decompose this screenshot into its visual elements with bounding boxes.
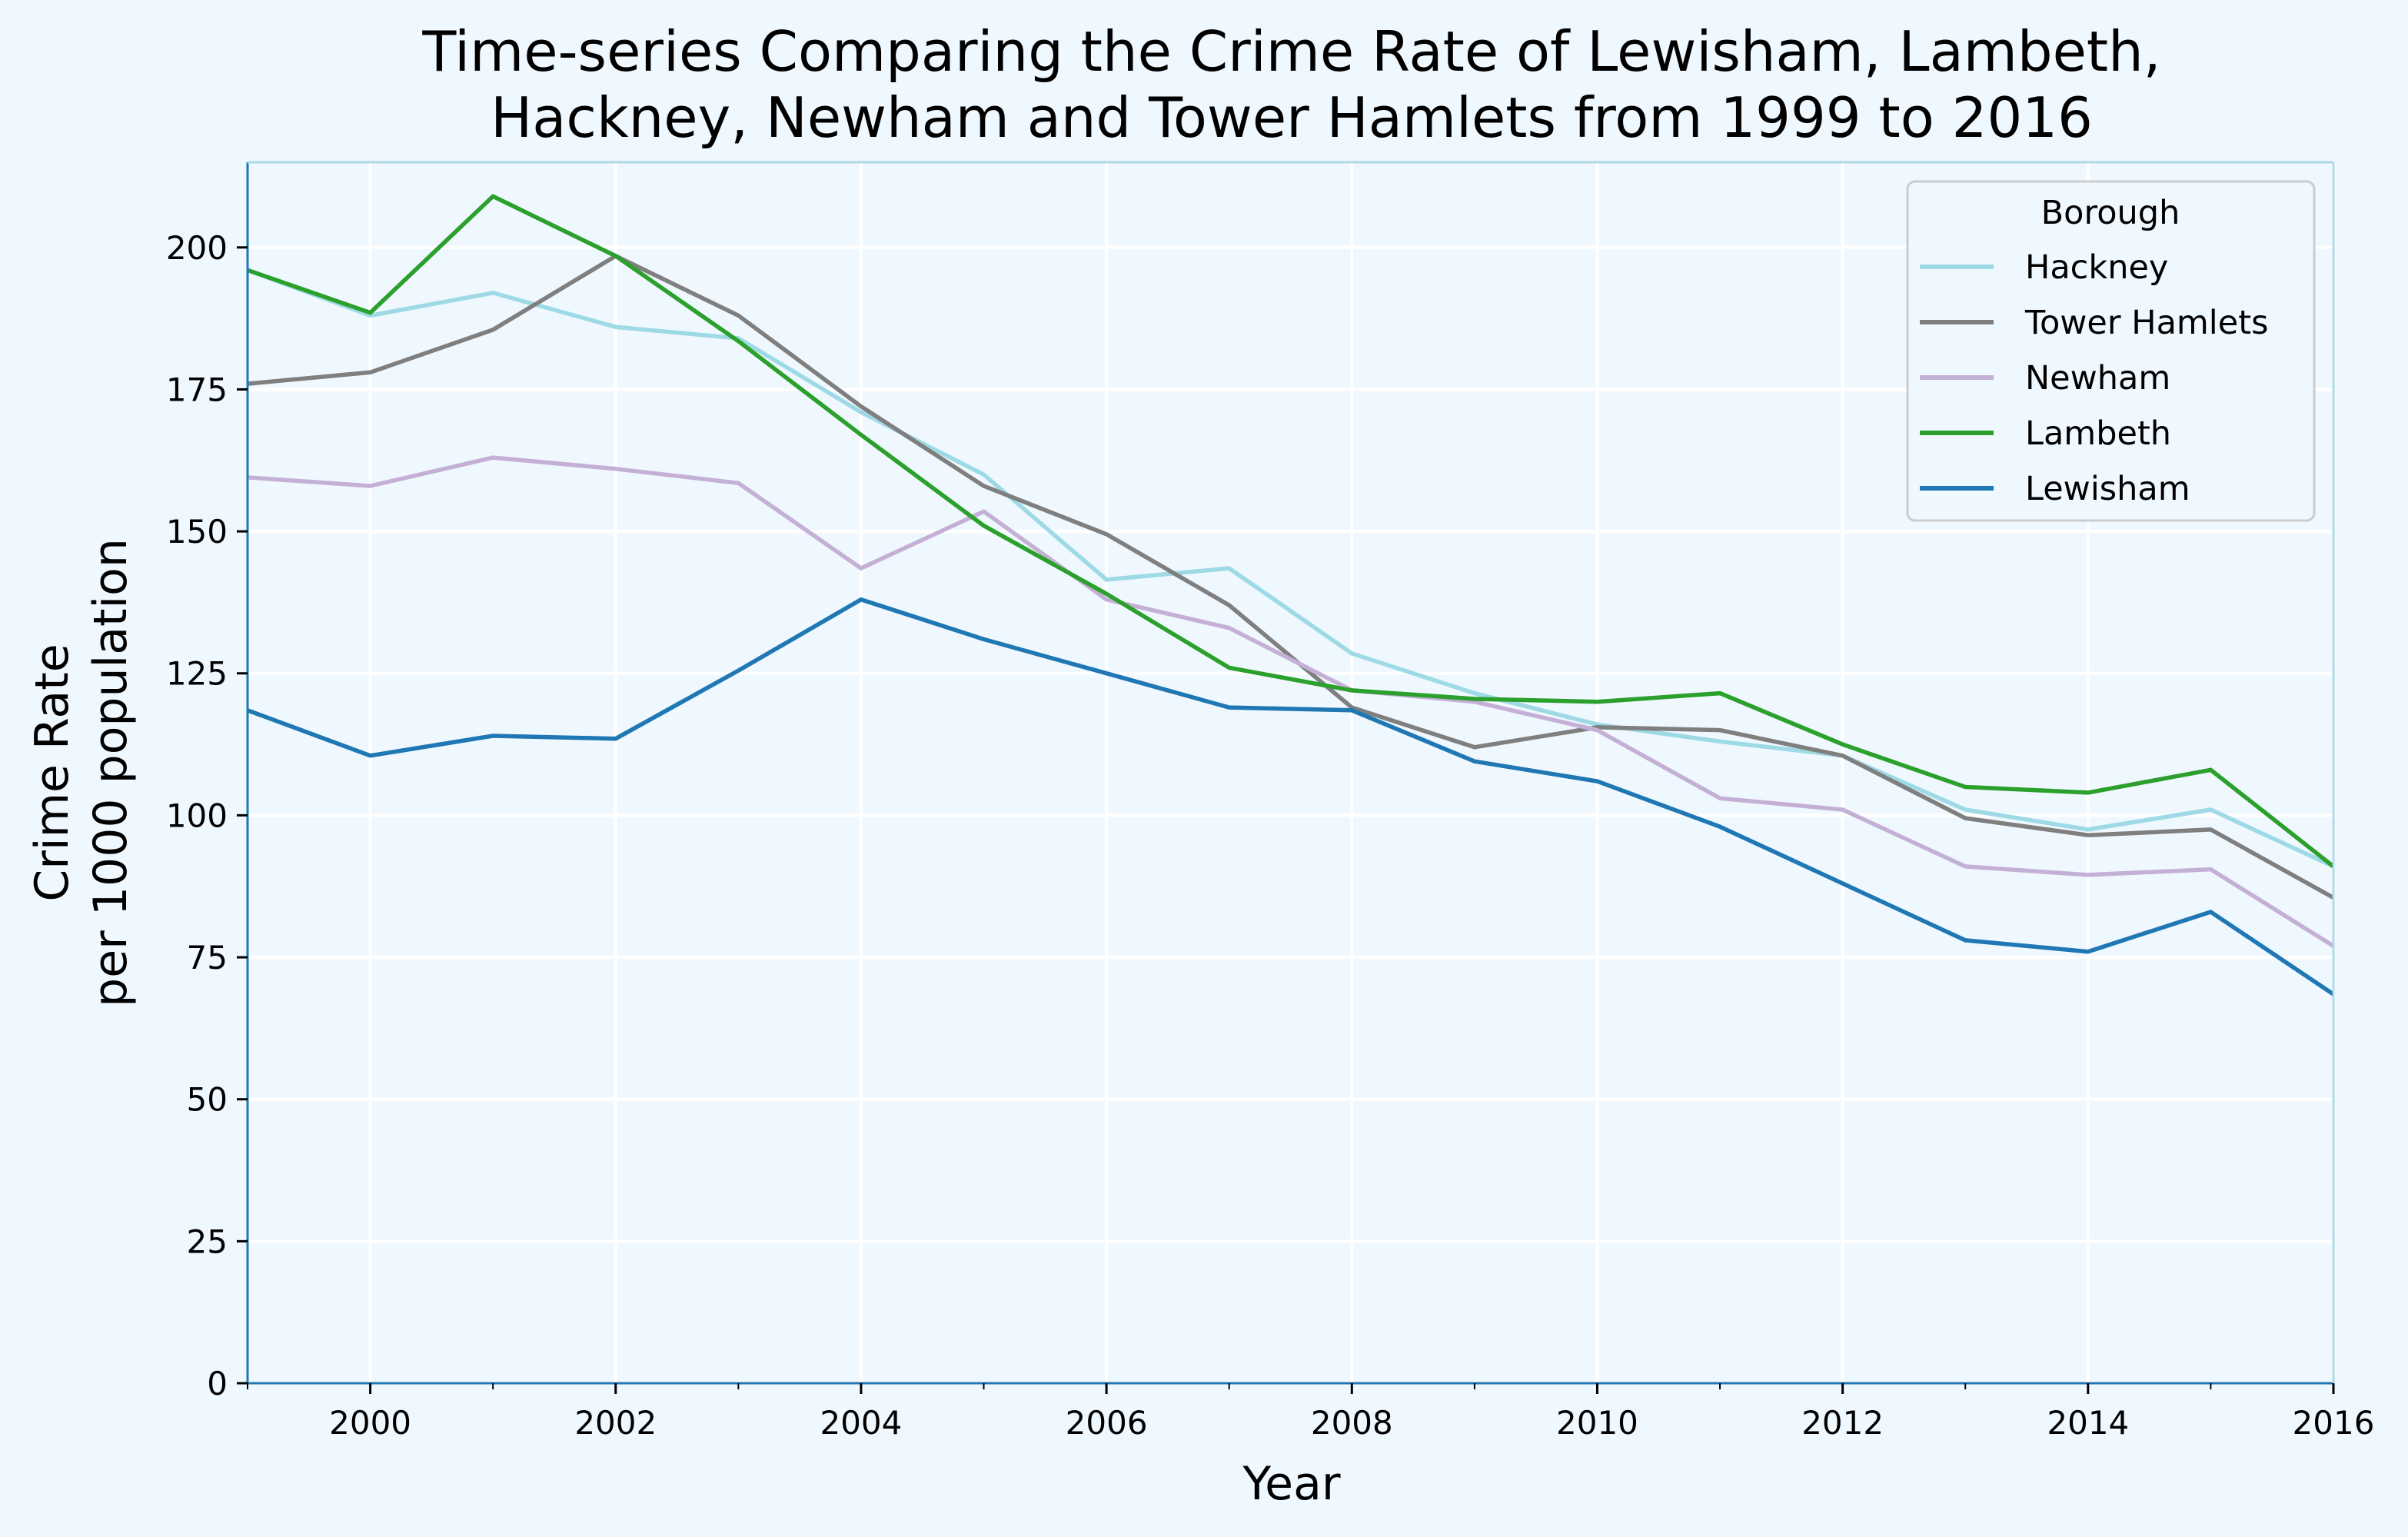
chart-title-line-2: Hackney, Newham and Tower Hamlets from 1…: [491, 85, 2093, 150]
legend-label: Newham: [2025, 359, 2170, 398]
x-tick-label: 2002: [574, 1404, 657, 1442]
legend-entry: Lewisham: [1920, 470, 2190, 508]
y-axis-label-line-1: Crime Rate: [25, 644, 79, 901]
series-line-lambeth: [247, 194, 2335, 869]
x-tick-label: 2012: [1801, 1404, 1884, 1442]
x-tick-label: 2008: [1311, 1404, 1393, 1442]
y-tick-label: 175: [166, 371, 228, 408]
series-line-newham: [247, 455, 2335, 948]
series-lines: [247, 194, 2335, 996]
y-tick-label: 125: [166, 655, 228, 693]
legend-label: Lewisham: [2025, 470, 2190, 508]
chart-title: Time-series Comparing the Crime Rate of …: [421, 19, 2160, 150]
legend-entry: Hackney: [1920, 248, 2168, 287]
legend-label: Lambeth: [2025, 414, 2171, 453]
legend-box: [1906, 180, 2316, 522]
y-tick-label: 150: [166, 513, 228, 551]
series-line-hackney: [247, 268, 2335, 869]
chart-title-line-1: Time-series Comparing the Crime Rate of …: [421, 19, 2160, 84]
x-tick-label: 2010: [1556, 1404, 1638, 1442]
x-axis-label: Year: [1242, 1457, 1340, 1511]
x-tick-label: 2000: [329, 1404, 411, 1442]
series-line-tower-hamlets: [247, 254, 2335, 900]
legend-title: Borough: [2041, 194, 2180, 232]
legend-label: Hackney: [2025, 248, 2168, 287]
y-tick-label: 25: [187, 1223, 228, 1260]
axis-ticks: 2000 2002 2004 2006 2008 2010 2012 2014 2016 0 25 5…: [166, 229, 2375, 1442]
y-tick-label: 200: [166, 229, 228, 267]
legend-entry: Tower Hamlets: [1920, 304, 2268, 342]
legend-label: Tower Hamlets: [2024, 304, 2268, 342]
x-tick-label: 2004: [820, 1404, 902, 1442]
legend: Borough Hackney Tower Hamlets Newham Lambet…: [1906, 180, 2316, 522]
axis-spines: [246, 161, 2335, 1385]
y-tick-label: 100: [166, 797, 228, 834]
y-tick-label: 75: [187, 939, 228, 976]
y-tick-label: 50: [187, 1081, 228, 1119]
legend-entry: Lambeth: [1920, 414, 2171, 453]
y-axis-label: Crime Rate per 1000 population: [25, 538, 138, 1007]
x-tick-label: 2006: [1066, 1404, 1148, 1442]
legend-entries: Hackney Tower Hamlets Newham Lambeth Lewisha…: [1920, 248, 2268, 508]
legend-entry: Newham: [1920, 359, 2170, 398]
y-axis-label-line-2: per 1000 population: [84, 538, 138, 1007]
x-tick-label: 2014: [2047, 1404, 2129, 1442]
x-tick-label: 2016: [2293, 1404, 2375, 1442]
series-line-lewisham: [247, 597, 2335, 996]
y-tick-label: 0: [207, 1365, 228, 1402]
